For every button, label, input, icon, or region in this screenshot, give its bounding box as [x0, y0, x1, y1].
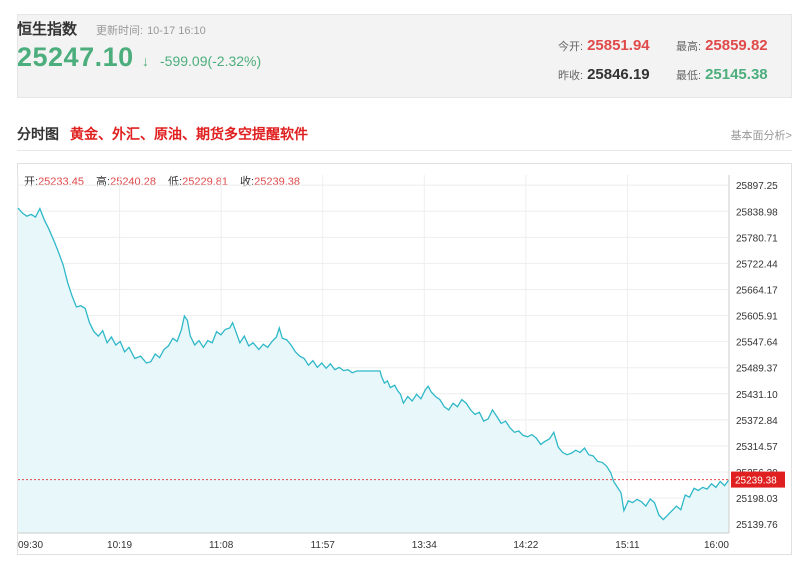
stat-prev-close: 昨收: 25846.19	[558, 66, 650, 83]
update-time: 更新时间: 10-17 16:10	[96, 22, 210, 38]
stat-low: 最低: 25145.38	[676, 66, 768, 83]
update-value: 10-17 16:10	[147, 25, 206, 37]
intraday-chart[interactable]: 开:25233.45 高:25240.28 低:25229.81 收:25239…	[17, 163, 792, 555]
current-price: 25247.10	[17, 42, 134, 72]
high-label: 最高:	[676, 41, 702, 53]
ohlc-close-label: 收:	[240, 176, 255, 188]
prev-close-value: 25846.19	[587, 66, 650, 83]
stat-open: 今开: 25851.94	[558, 37, 650, 54]
high-value: 25859.82	[705, 37, 768, 54]
promo-link[interactable]: 黄金、外汇、原油、期货多空提醒软件	[70, 126, 308, 142]
ohlc-open: 25233.45	[38, 176, 84, 188]
ohlc-high: 25240.28	[110, 176, 156, 188]
prev-close-label: 昨收:	[558, 70, 584, 82]
ohlc-open-label: 开:	[24, 176, 39, 188]
index-name: 恒生指数	[17, 21, 78, 38]
ohlc-low: 25229.81	[182, 176, 228, 188]
stat-high: 最高: 25859.82	[676, 37, 768, 54]
section-title: 分时图	[17, 126, 59, 142]
index-header	[17, 14, 792, 98]
section-divider	[17, 150, 792, 151]
open-label: 今开:	[558, 41, 584, 53]
open-value: 25851.94	[587, 37, 650, 54]
low-label: 最低:	[676, 70, 702, 82]
update-label: 更新时间:	[96, 25, 144, 37]
ohlc-close: 25239.38	[254, 176, 300, 188]
low-value: 25145.38	[705, 66, 768, 83]
down-arrow-icon: ↓	[142, 53, 149, 69]
fundamental-analysis-link[interactable]: 基本面分析>	[730, 130, 792, 142]
price-change: -599.09(-2.32%)	[160, 53, 262, 69]
ohlc-low-label: 低:	[168, 176, 183, 188]
ohlc-readout: 开:25233.45 高:25240.28 低:25229.81 收:25239…	[24, 173, 309, 189]
ohlc-high-label: 高:	[96, 176, 111, 188]
